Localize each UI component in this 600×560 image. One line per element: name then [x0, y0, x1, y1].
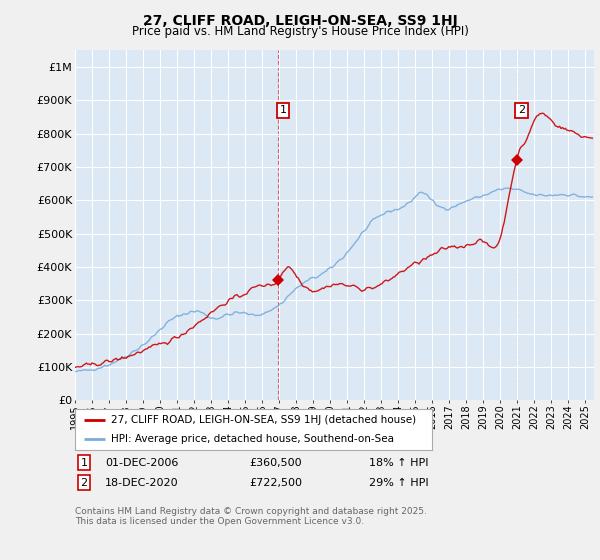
Text: 1: 1	[80, 458, 88, 468]
Text: 27, CLIFF ROAD, LEIGH-ON-SEA, SS9 1HJ (detached house): 27, CLIFF ROAD, LEIGH-ON-SEA, SS9 1HJ (d…	[111, 416, 416, 425]
Text: 18-DEC-2020: 18-DEC-2020	[105, 478, 179, 488]
Text: £360,500: £360,500	[249, 458, 302, 468]
Text: HPI: Average price, detached house, Southend-on-Sea: HPI: Average price, detached house, Sout…	[111, 434, 394, 444]
Text: 29% ↑ HPI: 29% ↑ HPI	[369, 478, 428, 488]
Text: 27, CLIFF ROAD, LEIGH-ON-SEA, SS9 1HJ: 27, CLIFF ROAD, LEIGH-ON-SEA, SS9 1HJ	[143, 14, 457, 28]
Text: Contains HM Land Registry data © Crown copyright and database right 2025.
This d: Contains HM Land Registry data © Crown c…	[75, 507, 427, 526]
Text: 18% ↑ HPI: 18% ↑ HPI	[369, 458, 428, 468]
Text: £722,500: £722,500	[249, 478, 302, 488]
Text: 2: 2	[80, 478, 88, 488]
Text: Price paid vs. HM Land Registry's House Price Index (HPI): Price paid vs. HM Land Registry's House …	[131, 25, 469, 38]
Text: 2: 2	[518, 105, 525, 115]
Text: 01-DEC-2006: 01-DEC-2006	[105, 458, 178, 468]
Text: 1: 1	[280, 105, 286, 115]
